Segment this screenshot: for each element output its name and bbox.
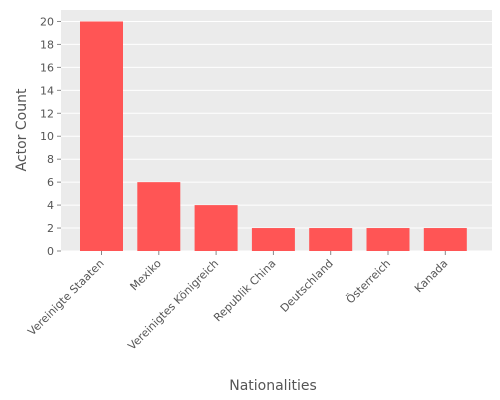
x-tick-label: Kanada (412, 257, 450, 295)
y-tick-label: 8 (47, 153, 54, 166)
y-tick-label: 18 (40, 38, 54, 51)
bars (80, 21, 467, 251)
bar (80, 21, 123, 251)
y-tick-label: 0 (47, 245, 54, 258)
bar (137, 182, 181, 251)
bar (423, 228, 467, 251)
y-tick-label: 20 (40, 15, 54, 28)
y-tick-label: 6 (47, 176, 54, 189)
y-axis-title: Actor Count (14, 88, 30, 171)
bar (366, 228, 410, 251)
y-tick-label: 14 (40, 84, 54, 97)
y-tick-label: 2 (47, 222, 54, 235)
y-tick-label: 10 (40, 130, 54, 143)
bar (251, 228, 295, 251)
x-tick-label: Republik China (211, 257, 278, 324)
bar (194, 205, 238, 251)
x-tick-label: Mexiko (128, 257, 164, 293)
x-tick-label: Vereinigte Staaten (25, 257, 106, 338)
grid-lines (61, 20, 492, 252)
x-tick-label: Deutschland (278, 257, 336, 315)
y-tick-labels: 0 2 4 6 8 10 12 14 16 18 20 (40, 15, 61, 258)
plot-background (61, 10, 492, 251)
y-tick-label: 12 (40, 107, 54, 120)
y-tick-label: 16 (40, 61, 54, 74)
x-tick-label: Österreich (344, 257, 393, 306)
y-tick-label: 4 (47, 199, 54, 212)
x-axis-title: Nationalities (229, 378, 317, 394)
bar (309, 228, 353, 251)
